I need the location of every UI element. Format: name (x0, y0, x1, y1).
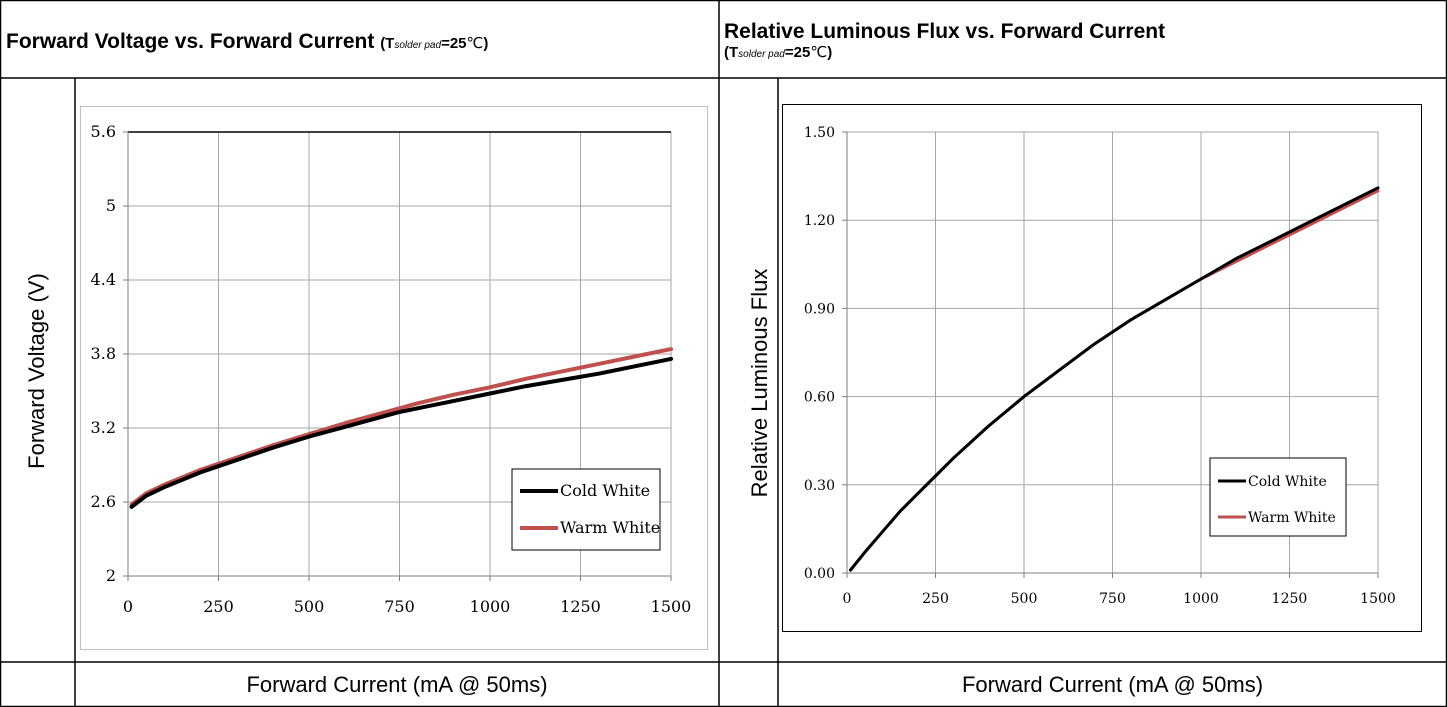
x-tick-label: 0 (843, 591, 852, 607)
x-tick-label: 250 (203, 597, 234, 616)
chart-title-1-main: Forward Voltage vs. Forward Current (6, 30, 375, 53)
y-tick-label: 5.6 (91, 122, 116, 141)
x-tick-label: 0 (123, 597, 133, 616)
y-tick-label: 0.90 (804, 301, 835, 317)
chart-area-border (80, 106, 708, 650)
x-tick-label: 1500 (1360, 591, 1396, 607)
series-line-cold-white (129, 356, 673, 509)
chart-title-2: Relative Luminous Flux vs. Forward Curre… (724, 20, 1165, 64)
y-tick-label: 4.4 (91, 270, 116, 289)
y-tick-label: 0.30 (804, 478, 835, 494)
series-line-cold-white (849, 186, 1380, 572)
legend-box (1209, 457, 1347, 537)
chart-area-border (782, 104, 1422, 632)
y-tick-label: 0.00 (804, 566, 835, 582)
series-line-warm-white (129, 347, 673, 507)
x-tick-label: 1250 (560, 597, 601, 616)
legend-label: Cold White (1248, 474, 1327, 490)
x-tick-label: 750 (384, 597, 415, 616)
legend-label: Warm White (560, 518, 660, 537)
y-tick-label: 0.60 (804, 390, 835, 406)
x-tick-label: 250 (922, 591, 949, 607)
y-tick-label: 1.50 (804, 125, 835, 141)
chart-title-2-main: Relative Luminous Flux vs. Forward Curre… (724, 20, 1166, 43)
x-tick-label: 1000 (1183, 591, 1219, 607)
y-tick-label: 3.2 (91, 418, 116, 437)
legend-box (511, 468, 661, 551)
y-tick-label: 3.8 (91, 344, 116, 363)
x-tick-label: 500 (294, 597, 325, 616)
relative-flux-chart: 0.00 0.30 0.60 0.90 1.20 1.50 0 250 500 750 1000 12… (782, 104, 1422, 632)
x-axis-label-1: Forward Current (mA @ 50ms) (246, 672, 548, 697)
chart-title-2-condition: (Tsolder pad=25℃) (724, 44, 833, 61)
y-tick-label: 2 (106, 566, 116, 585)
x-tick-label: 500 (1011, 591, 1038, 607)
legend-label: Warm White (1248, 510, 1336, 526)
chart-title-1-condition: (Tsolder pad=25℃) (380, 35, 489, 52)
y-axis-label-1: Forward Voltage (V) (24, 273, 49, 469)
y-tick-label: 1.20 (804, 213, 835, 229)
x-tick-label: 1500 (651, 597, 692, 616)
x-tick-label: 1250 (1272, 591, 1308, 607)
x-tick-label: 750 (1099, 591, 1126, 607)
legend-label: Cold White (560, 481, 650, 500)
x-tick-label: 1000 (470, 597, 511, 616)
forward-voltage-chart: 2 2.6 3.2 3.8 4.4 5 5.6 0 250 500 750 1000 1250 1500 C… (80, 106, 708, 650)
chart-title-1: Forward Voltage vs. Forward Current (Tso… (6, 30, 488, 58)
y-tick-label: 5 (106, 196, 116, 215)
y-axis-label-2: Relative Luminous Flux (747, 268, 772, 498)
y-tick-label: 2.6 (91, 492, 116, 511)
x-axis-label-2: Forward Current (mA @ 50ms) (961, 672, 1264, 697)
